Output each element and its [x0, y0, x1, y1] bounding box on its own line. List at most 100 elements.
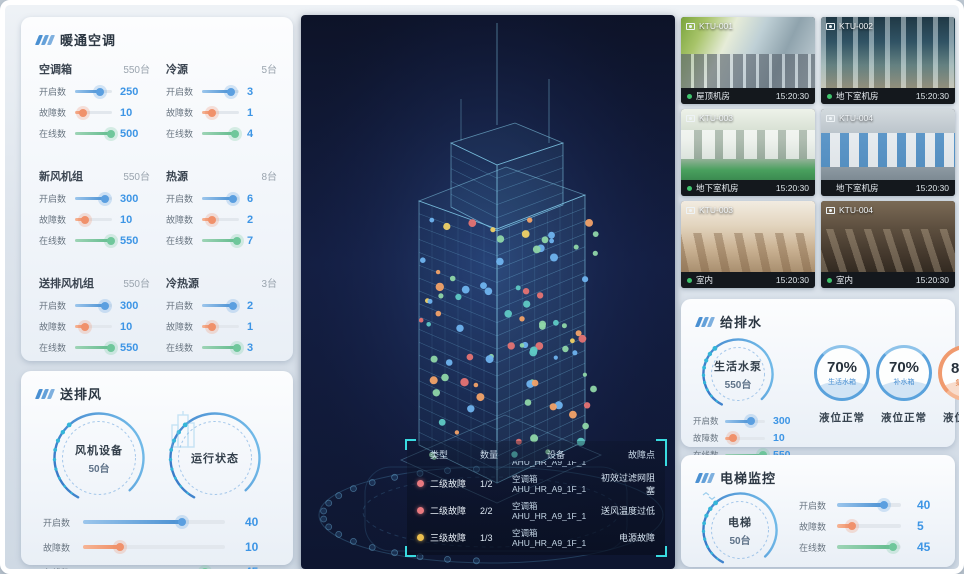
slider-thumb[interactable] — [848, 522, 857, 530]
camera-tile-ktu-003[interactable]: KTU-003 地下室机房 15:20:30 — [681, 109, 815, 196]
slider-thumb[interactable] — [208, 322, 217, 331]
slider-track[interactable] — [837, 522, 901, 530]
fault-row[interactable]: 三级故障 1/3 空调箱 AHU_HR_A9_1F_1 电源故障 — [417, 524, 655, 551]
slider-track[interactable] — [202, 129, 240, 138]
slider-thumb[interactable] — [201, 568, 210, 569]
slider-value: 6 — [247, 192, 254, 205]
slider-track[interactable] — [725, 417, 765, 425]
slider-thumb[interactable] — [96, 87, 105, 96]
group-name: 冷热源 — [166, 278, 199, 290]
slider-thumb[interactable] — [100, 194, 109, 203]
tank-percent: 70% — [888, 359, 920, 376]
slider-track[interactable] — [202, 194, 239, 203]
slider-thumb[interactable] — [115, 543, 124, 551]
slider-track[interactable] — [725, 434, 765, 442]
slider-thumb[interactable] — [208, 215, 217, 224]
tank-domestic: 70% 生活水箱 液位正常 — [811, 345, 873, 466]
tank-gauge: 70% 补水箱 — [876, 345, 932, 401]
slider-track[interactable] — [83, 543, 225, 551]
group-count: 8台 — [261, 172, 277, 183]
slider-track[interactable] — [75, 215, 112, 224]
slider-thumb[interactable] — [729, 434, 737, 442]
slider-thumb[interactable] — [747, 417, 756, 425]
camera-tile-ktu-004-indoor[interactable]: KTU-004 室内 15:20:30 — [821, 201, 955, 288]
slider-track[interactable] — [202, 301, 239, 310]
slider-track[interactable] — [75, 343, 115, 352]
camera-tile-ktu-001[interactable]: KTU-001 屋顶机房 15:20:30 — [681, 17, 815, 104]
group-count: 5台 — [261, 65, 277, 76]
slider-thumb[interactable] — [229, 301, 238, 310]
slider-track[interactable] — [202, 108, 239, 117]
slider-thumb[interactable] — [231, 129, 240, 138]
slider-thumb[interactable] — [889, 543, 898, 551]
fault-row[interactable]: 二级故障 2/2 空调箱 AHU_HR_A9_1F_1 送风温度过低 — [417, 497, 655, 524]
camera-icon — [826, 22, 835, 30]
camera-tile-ktu-003-indoor[interactable]: KTU-003 室内 15:20:30 — [681, 201, 815, 288]
tank-name: 生活水箱 — [828, 379, 856, 386]
slider-label: 在线数 — [166, 343, 194, 353]
slider-label: 故障数 — [39, 322, 67, 332]
camera-timestamp: 15:20:30 — [915, 183, 949, 193]
slider-track[interactable] — [75, 108, 112, 117]
slider-thumb[interactable] — [880, 501, 889, 509]
fan-panel-header: 送排风 — [21, 371, 293, 403]
slider-thumb[interactable] — [80, 215, 89, 224]
camera-tile-ktu-004[interactable]: KTU-004 地下室机房 15:20:30 — [821, 109, 955, 196]
slider-track[interactable] — [837, 543, 901, 551]
slider-track[interactable] — [75, 87, 112, 96]
slider-track[interactable] — [75, 301, 112, 310]
slider-value: 300 — [120, 192, 139, 205]
slider-track[interactable] — [83, 518, 225, 526]
slider-thumb[interactable] — [232, 236, 241, 245]
slider-track[interactable] — [75, 194, 112, 203]
elevator-panel: 电梯监控 电梯 50台 开启数 40 故障数 5 在线数 45 — [681, 455, 955, 568]
group-count: 550台 — [123, 65, 150, 76]
fault-table: 类型 数量 设备 故障点 AHU_HR_A9_1F_1 二级故障 1/2 空调箱… — [405, 439, 667, 557]
slider-value: 40 — [245, 515, 259, 529]
slider-thumb[interactable] — [178, 518, 187, 526]
slider-thumb[interactable] — [100, 301, 109, 310]
triple-slash-icon — [694, 316, 716, 327]
slider-thumb[interactable] — [207, 108, 216, 117]
water-panel-header: 给排水 — [681, 299, 955, 331]
slider-track[interactable] — [202, 236, 241, 245]
slider-thumb[interactable] — [229, 194, 238, 203]
slider-thumb[interactable] — [233, 343, 242, 352]
camera-timestamp: 15:20:30 — [775, 183, 809, 193]
slider-track[interactable] — [202, 322, 239, 331]
fan-gauges: 风机设备 50台 运行状态 — [21, 403, 293, 505]
group-count: 550台 — [123, 279, 150, 290]
camera-icon — [686, 206, 695, 214]
slider-thumb[interactable] — [79, 108, 88, 117]
camera-location: 地下室机房 — [836, 183, 879, 193]
slider-thumb[interactable] — [106, 343, 115, 352]
elevator-icon — [702, 492, 716, 500]
fault-point: 初效过滤网阻塞 — [600, 472, 655, 496]
slider-value: 2 — [247, 213, 254, 226]
online-dot — [827, 93, 832, 99]
slider-thumb[interactable] — [106, 129, 115, 138]
slider-track[interactable] — [75, 129, 115, 138]
group-name: 热源 — [166, 171, 188, 183]
building-3d-view[interactable]: 类型 数量 设备 故障点 AHU_HR_A9_1F_1 二级故障 1/2 空调箱… — [301, 15, 675, 569]
tank-name: 集水坑 — [955, 380, 963, 387]
severity-dot — [417, 534, 424, 541]
slider-track[interactable] — [202, 87, 239, 96]
hvac-panel: 暖通空调 空调箱 550台 开启数 250 故障数 10 在线数 500 冷源 5台 开启… — [21, 17, 293, 361]
slider-track[interactable] — [202, 343, 242, 352]
fault-row[interactable]: 二级故障 1/2 空调箱 AHU_HR_A9_1F_1 初效过滤网阻塞 — [417, 470, 655, 497]
slider-track[interactable] — [201, 568, 210, 569]
slider-track[interactable] — [75, 322, 112, 331]
elevator-sliders: 开启数 40 故障数 5 在线数 45 — [799, 498, 941, 562]
slider-thumb[interactable] — [226, 87, 235, 96]
panel-title: 送排风 — [60, 387, 103, 402]
slider-track[interactable] — [837, 501, 901, 509]
slider-track[interactable] — [75, 236, 115, 245]
camera-tile-ktu-002[interactable]: KTU-002 地下室机房 15:20:30 — [821, 17, 955, 104]
corner-bracket — [656, 546, 667, 557]
gauge-label: 运行状态 — [191, 453, 239, 465]
slider-track[interactable] — [202, 215, 239, 224]
slider-thumb[interactable] — [106, 236, 115, 245]
slider-thumb[interactable] — [80, 322, 89, 331]
online-dot — [687, 93, 692, 99]
